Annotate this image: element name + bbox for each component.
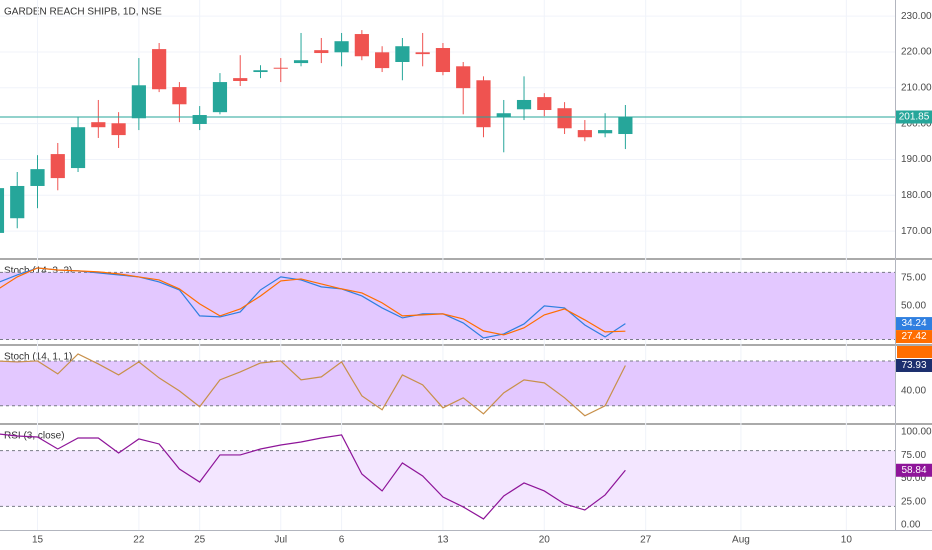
x-tick-label: 25: [194, 535, 206, 546]
candle-body: [233, 78, 248, 81]
candle-body: [557, 108, 572, 129]
pane: [0, 433, 895, 520]
candle-body: [618, 116, 633, 135]
candle-body: [10, 185, 25, 219]
candle-body: [314, 50, 329, 54]
y-tick-label: 190.00: [901, 154, 932, 165]
last-value-label: 27.42: [901, 331, 926, 342]
x-tick-label: 13: [437, 535, 449, 546]
y-tick-label: 220.00: [901, 47, 932, 58]
y-tick-label: 170.00: [901, 226, 932, 237]
last-value-label: 201.85: [899, 112, 930, 123]
candle-body: [496, 113, 511, 118]
indicator-line: [0, 353, 626, 417]
y-tick-label: 0.00: [901, 520, 921, 531]
x-tick-label: Aug: [732, 535, 750, 546]
candle-body: [152, 49, 167, 90]
y-tick-label: 25.00: [901, 496, 926, 507]
candle-body: [273, 67, 288, 69]
candle-body: [131, 85, 146, 119]
pane-title: Stoch (14, 3, 3): [4, 266, 72, 277]
indicator-line: [0, 267, 626, 336]
pane: [0, 353, 895, 417]
candle-body: [516, 99, 532, 110]
candle-body: [334, 41, 349, 53]
candle-body: [435, 48, 451, 73]
pane: [0, 15, 895, 233]
candle-body: [476, 80, 491, 128]
y-tick-label: 40.00: [901, 385, 926, 396]
candle-body: [293, 60, 309, 64]
candle-body: [30, 169, 45, 186]
candle-body: [70, 127, 86, 169]
band-fill: [0, 360, 895, 406]
candle-body: [91, 122, 106, 128]
indicator-line: [0, 433, 626, 520]
y-tick-label: 210.00: [901, 82, 932, 93]
y-tick-label: 230.00: [901, 11, 932, 22]
candle-body: [111, 123, 126, 136]
candle-body: [415, 52, 430, 55]
x-tick-label: 22: [133, 535, 145, 546]
pane: [0, 267, 895, 341]
band-fill: [0, 450, 895, 507]
y-tick-label: 50.00: [901, 473, 926, 484]
candle-body: [0, 188, 5, 233]
last-value-label: 58.84: [901, 465, 926, 476]
x-tick-label: 20: [539, 535, 551, 546]
y-tick-label: 75.00: [901, 273, 926, 284]
candle-body: [50, 154, 65, 179]
last-value-label: 73.93: [901, 360, 926, 371]
chart-title: GARDEN REACH SHIPB, 1D, NSE: [4, 7, 162, 18]
y-tick-label: 75.00: [901, 450, 926, 461]
x-tick-label: 15: [32, 535, 44, 546]
candle-body: [192, 115, 207, 124]
candle-body: [375, 52, 390, 69]
indicator-line: [0, 267, 626, 339]
x-tick-label: 10: [841, 535, 853, 546]
y-tick-label: 100.00: [901, 427, 932, 438]
candle-body: [354, 34, 369, 57]
candle-body: [577, 130, 592, 138]
candle-body: [537, 97, 552, 111]
pane-title: Stoch (14, 1, 1): [4, 352, 72, 363]
x-tick-label: 6: [339, 535, 345, 546]
candle-body: [253, 70, 268, 73]
last-value-badge: [896, 110, 932, 124]
last-value-badge: [896, 317, 932, 331]
y-tick-label: 180.00: [901, 190, 932, 201]
band-fill: [0, 272, 895, 340]
y-tick-label: 200.00: [901, 118, 932, 129]
last-value-badge: [896, 358, 932, 372]
candle-body: [598, 130, 613, 134]
indicator-badge: [897, 346, 932, 358]
candle-body: [172, 87, 187, 105]
last-value-label: 34.24: [901, 318, 926, 329]
x-tick-label: Jul: [274, 535, 287, 546]
candle-body: [212, 82, 228, 113]
y-tick-label: 50.00: [901, 301, 926, 312]
candle-body: [456, 66, 471, 89]
candle-body: [395, 46, 410, 62]
pane-title: RSI (3, close): [4, 431, 65, 442]
x-tick-label: 27: [640, 535, 652, 546]
last-value-badge: [896, 463, 932, 477]
last-value-badge: [896, 330, 932, 344]
